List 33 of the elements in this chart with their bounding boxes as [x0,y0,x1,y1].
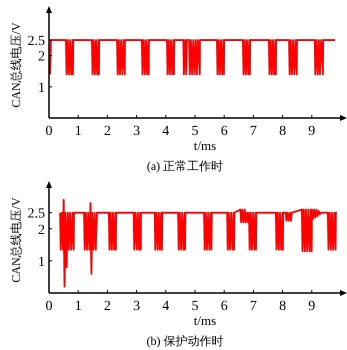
x-tick-label: 3 [133,124,140,139]
x-tick-label: 1 [74,299,82,314]
y-tick-label: 2.5 [28,206,45,222]
x-tick-label: 6 [220,124,228,139]
line-series [59,198,338,288]
x-tick-label: 0 [46,124,52,139]
x-tick-label: 3 [133,299,140,314]
y-tick-label: 2 [38,50,45,65]
x-axis-title: t/ms [194,138,216,153]
x-tick-label: 4 [162,299,170,314]
y-tick-label: 2 [38,222,45,238]
x-tick-label: 2 [104,299,111,314]
x-tick-label: 4 [162,124,170,139]
x-tick-label: 5 [192,124,198,139]
y-tick-label: 2.5 [28,34,45,50]
text: (b) 保护动作时 [146,334,224,348]
y-axis-title: CAN总线电压/V [9,197,23,283]
x-axis-title: t/ms [194,313,216,328]
x-tick-label: 8 [279,124,286,139]
x-tick-label: 0 [46,299,52,314]
x-tick-label: 6 [220,299,228,314]
x-tick-label: 7 [250,124,257,139]
x-tick-label: 1 [74,124,82,139]
x-tick-label: 8 [279,299,286,314]
y-tick-label: 1 [38,80,45,96]
x-tick-label: 2 [104,124,111,139]
y-axis-title: CAN总线电压/V [9,22,23,108]
text: (a) 正常工作时 [146,159,224,173]
y-tick-label: 1 [38,254,45,270]
x-tick-label: 7 [250,299,257,314]
x-tick-label: 9 [308,124,316,139]
x-tick-label: 5 [192,299,198,314]
x-tick-label: 9 [308,299,316,314]
